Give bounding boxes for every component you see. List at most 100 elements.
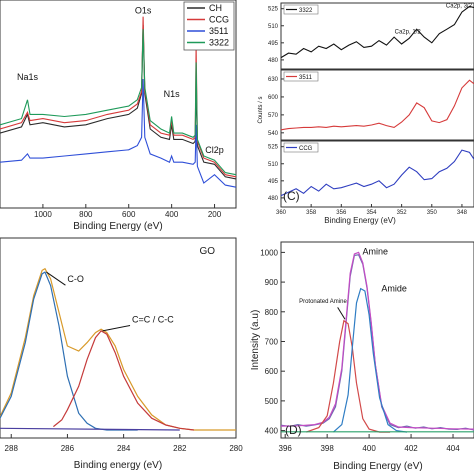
panel-a-peak-label-n1s: N1s [164,89,181,99]
panel-b-x-tick-label: 286 [61,444,75,453]
panel-d-peak-label-protonated-amine: Protonated Amine [299,299,347,305]
panel-c-x-tick-label: 354 [366,210,377,216]
panel-d-y-tick-label: 600 [265,367,279,376]
panel-b-frame [0,237,237,439]
panel-c-y-tick-label: 630 [268,77,279,83]
panel-c-subplot-ccg: 525 510 495 480 CCG [268,140,474,208]
panel-b-title: GO [199,246,215,257]
panel-d-x-tick-label: 398 [320,444,334,453]
panel-c-x-tick-label: 356 [336,210,347,216]
panel-d-y-ticks: 400 500 600 700 800 900 1000 [260,248,285,436]
panel-c-y-tick-label: 510 [268,162,279,168]
panel-d-series-measured [280,254,474,431]
panel-b-x-tick-label: 282 [173,444,187,453]
panel-c-legend-label: 3322 [299,8,313,14]
panel-d-y-label: Intensity (a.u) [250,310,261,371]
panel-b-series-c-c-fit [53,330,194,431]
panel-a-peak-label-o1s: O1s [135,6,152,16]
panel-b-series-group [0,267,236,431]
panel-c-label: (C) [283,189,300,203]
panel-b-peak-label-c-c-c-c: C=C / C-C [132,314,174,324]
panel-d-x-tick-label: 404 [446,444,460,453]
panel-d-peak-label-amide: Amide [381,284,407,294]
panel-d-x-label: Binding Energy (eV) [333,461,423,472]
panel-c-x-tick-label: 352 [397,210,408,216]
panel-a-peak-label-cl2p: Cl2p [205,145,224,155]
panel-b-x-tick-label: 288 [5,444,19,453]
panel-c-subplots: 525 510 495 480 3322 Ca2p, 1/2 Ca2p, 3/2 630 600… [268,2,474,208]
panel-c-y-tick-label: 480 [268,196,279,202]
panel-b-go-c1s: 288 286 284 282 280 C-O C=C / C-C GO Binding … [0,237,243,471]
panel-a-legend-label: 3511 [209,26,228,36]
panel-d-y-tick-label: 700 [265,337,279,346]
panel-d-peak-labels: Amine Amide Protonated Amine [299,246,407,320]
panel-c-annotation-ca2p-3-2: Ca2p, 3/2 [446,4,473,10]
panel-a-x-ticks: 1000 800 600 400 200 [34,204,222,219]
panel-c-legend-label: CCG [299,146,313,152]
panel-b-peak-label-c-o: C-O [67,274,84,284]
panel-a-x-tick-label: 400 [165,210,179,219]
panel-a-peak-label-na1s: Na1s [17,72,39,82]
panel-c-series-3511 [280,79,474,131]
panel-c-x-tick-label: 358 [306,210,317,216]
panel-c-x-ticks: 360 358 356 354 352 350 348 [276,204,468,216]
panel-a-x-label: Binding Energy (eV) [73,221,163,232]
panel-d-series-protonated-amine [305,319,391,433]
panel-c-subplot-frame [280,2,474,70]
panel-d-series-envelope [280,251,474,430]
panel-b-x-label: Binding energy (eV) [74,460,162,471]
panel-c-series-3322 [280,5,474,59]
panel-d-x-tick-label: 402 [404,444,418,453]
panel-d-peak-label-amine: Amine [363,246,389,256]
panel-a-x-tick-label: 600 [122,210,136,219]
panel-c-annotation-ca2p-1-2: Ca2p, 1/2 [395,30,422,36]
panel-a-legend-label: CH [209,3,222,13]
panel-b-x-tick-label: 284 [117,444,131,453]
panel-c-legend-box [283,71,319,82]
panel-c-y-tick-label: 525 [268,7,279,13]
panel-d-y-tick-label: 500 [265,397,279,406]
panel-c-x-tick-label: 360 [276,210,287,216]
panel-c-subplot-3511: 630 600 570 540 3511 [268,69,474,141]
panel-d-series-group [280,251,474,433]
panel-c-x-tick-label: 348 [457,210,468,216]
panel-c-x-label: Binding Energy (eV) [324,216,396,225]
panel-c-y-tick-label: 510 [268,24,279,30]
panel-c-legend-box [283,4,319,15]
panel-d-y-tick-label: 1000 [260,248,278,257]
panel-a-series-3322 [0,29,237,176]
panel-c-ca2p-spectra: 525 510 495 480 3322 Ca2p, 1/2 Ca2p, 3/2 630 600… [258,2,474,225]
panel-b-peak-arrow [102,324,131,332]
panel-c-subplot-3322: 525 510 495 480 3322 Ca2p, 1/2 Ca2p, 3/2 [268,2,474,70]
panel-d-frame [280,241,474,439]
panel-c-legend-box [283,142,319,153]
panel-b-peak-labels: C-O C=C / C-C [46,271,174,332]
panel-a-legend-label: 3322 [209,38,229,48]
panel-c-y-tick-label: 600 [268,95,279,101]
panel-a-series-group [0,16,237,188]
panel-a-x-tick-label: 1000 [34,210,52,219]
panel-c-series-ccg [280,149,474,197]
panel-d-x-tick-label: 400 [362,444,376,453]
panel-c-y-tick-label: 495 [268,179,279,185]
panel-d-peak-arrow [337,307,346,320]
panel-a-frame [0,0,237,209]
panel-d-y-tick-label: 900 [265,278,279,287]
panel-b-x-ticks: 288 286 284 282 280 [5,434,243,453]
panel-d-x-tick-label: 396 [279,444,293,453]
panel-d-y-tick-label: 800 [265,308,279,317]
panel-c-y-tick-label: 525 [268,145,279,151]
panel-c-y-tick-label: 570 [268,113,279,119]
panel-c-subplot-frame [280,140,474,208]
panel-d-x-ticks: 396 398 400 402 404 [279,434,460,453]
panel-a-x-tick-label: 200 [208,210,222,219]
panel-c-y-tick-label: 480 [268,58,279,64]
panel-b-x-tick-label: 280 [229,444,243,453]
panel-a-legend-label: CCG [209,15,229,25]
panel-d-n1s: 396 398 400 402 404 400 500 600 700 800 900 1000 A… [250,241,474,472]
panel-b-peak-arrow [46,271,66,286]
panel-c-y-label: Counts / s [258,96,264,123]
